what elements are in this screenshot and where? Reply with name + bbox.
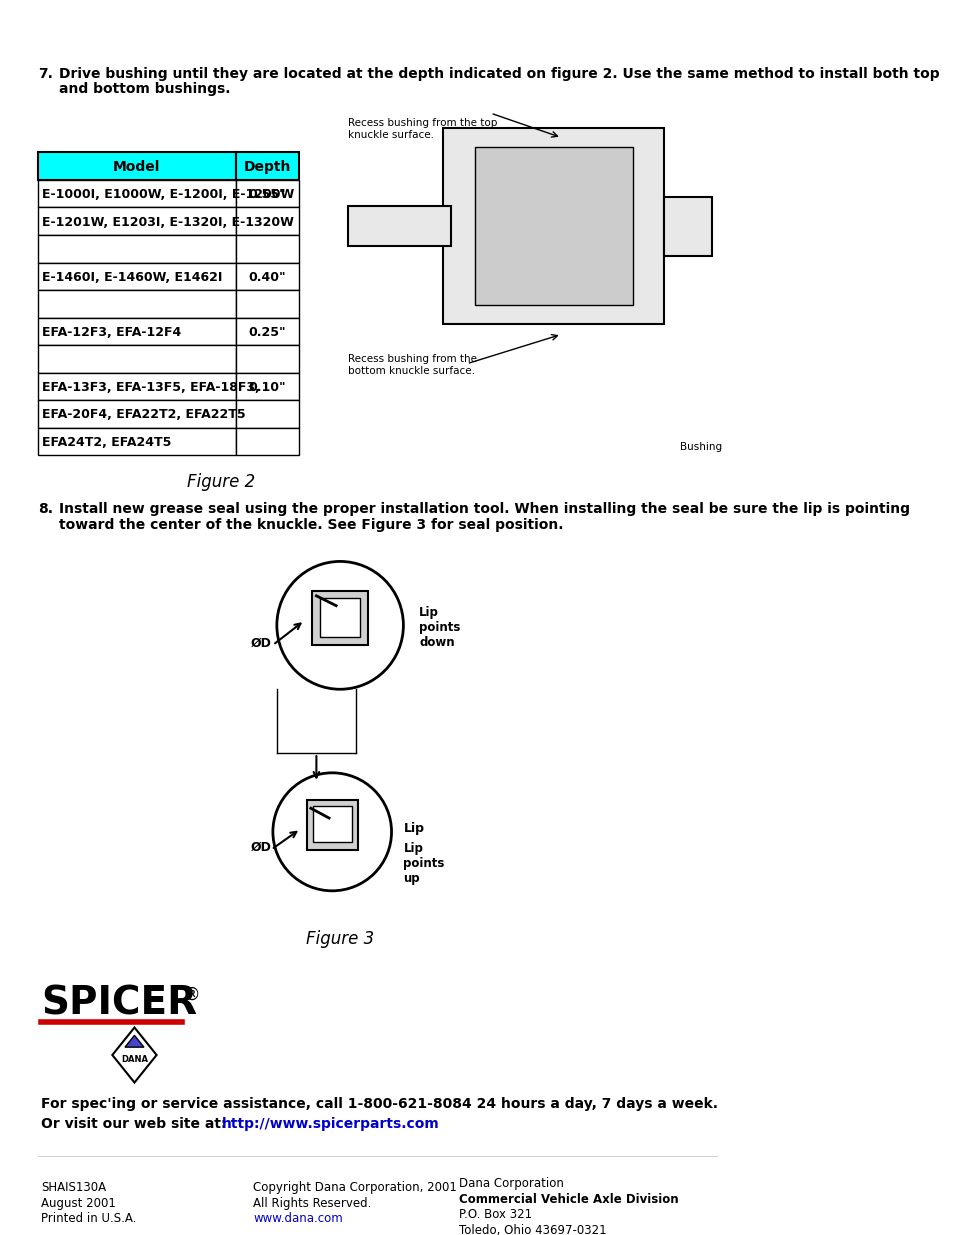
Text: Figure 2: Figure 2 <box>187 473 255 492</box>
Text: Install new grease seal using the proper installation tool. When installing the : Install new grease seal using the proper… <box>59 503 909 516</box>
Bar <box>235 400 298 427</box>
Bar <box>313 806 352 841</box>
Text: E-1201W, E1203I, E-1320I, E-1320W: E-1201W, E1203I, E-1320I, E-1320W <box>42 216 294 228</box>
Bar <box>235 207 298 235</box>
Text: DANA: DANA <box>121 1056 148 1065</box>
Text: All Rights Reserved.: All Rights Reserved. <box>253 1197 371 1209</box>
Text: EFA-13F3, EFA-13F5, EFA-18F3,: EFA-13F3, EFA-13F5, EFA-18F3, <box>42 380 259 394</box>
Bar <box>307 800 358 850</box>
Text: and bottom bushings.: and bottom bushings. <box>59 82 231 95</box>
Polygon shape <box>125 1035 144 1047</box>
Bar <box>320 598 359 637</box>
Bar <box>38 290 235 317</box>
Text: SHAIS130A: SHAIS130A <box>41 1181 106 1194</box>
Bar <box>38 345 235 373</box>
Bar <box>235 180 298 207</box>
Text: Bushing: Bushing <box>679 442 721 452</box>
Text: EFA-12F3, EFA-12F4: EFA-12F3, EFA-12F4 <box>42 326 181 338</box>
Bar <box>235 263 298 290</box>
Text: Lip
points
down: Lip points down <box>418 605 460 648</box>
Bar <box>442 127 663 325</box>
Bar <box>38 317 235 345</box>
Bar <box>235 345 298 373</box>
Text: Recess bushing from the top
knuckle surface.: Recess bushing from the top knuckle surf… <box>348 119 497 140</box>
Bar <box>313 590 368 645</box>
Text: Lip
points
up: Lip points up <box>403 841 444 884</box>
Text: ØD: ØD <box>251 841 272 855</box>
Text: Toledo, Ohio 43697-0321: Toledo, Ohio 43697-0321 <box>458 1224 606 1235</box>
Text: 0.25": 0.25" <box>249 326 286 338</box>
Text: Dana Corporation: Dana Corporation <box>458 1177 563 1191</box>
Text: Copyright Dana Corporation, 2001: Copyright Dana Corporation, 2001 <box>253 1181 456 1194</box>
Bar <box>474 147 632 305</box>
Bar <box>235 290 298 317</box>
Text: toward the center of the knuckle. See Figure 3 for seal position.: toward the center of the knuckle. See Fi… <box>59 519 563 532</box>
Text: http://www.spicerparts.com: http://www.spicerparts.com <box>221 1116 438 1131</box>
Text: August 2001: August 2001 <box>41 1197 116 1209</box>
Text: Drive bushing until they are located at the depth indicated on figure 2. Use the: Drive bushing until they are located at … <box>59 67 939 80</box>
Text: Depth: Depth <box>243 161 291 174</box>
Text: ®: ® <box>183 987 200 1004</box>
Bar <box>38 373 235 400</box>
Text: P.O. Box 321: P.O. Box 321 <box>458 1208 532 1221</box>
Bar <box>235 317 298 345</box>
Polygon shape <box>112 1028 156 1083</box>
Bar <box>348 206 451 246</box>
Text: 0.55": 0.55" <box>249 188 286 201</box>
Text: 8.: 8. <box>38 503 53 516</box>
Text: SPICER: SPICER <box>41 984 197 1023</box>
Text: 0.40": 0.40" <box>249 270 286 284</box>
Bar <box>38 400 235 427</box>
Text: Printed in U.S.A.: Printed in U.S.A. <box>41 1213 136 1225</box>
Text: EFA-20F4, EFA22T2, EFA22T5: EFA-20F4, EFA22T2, EFA22T5 <box>42 409 245 421</box>
Text: Recess bushing from the
bottom knuckle surface.: Recess bushing from the bottom knuckle s… <box>348 354 476 375</box>
Bar <box>235 373 298 400</box>
Text: E-1000I, E1000W, E-1200I, E-1200W: E-1000I, E1000W, E-1200I, E-1200W <box>42 188 294 201</box>
Text: Model: Model <box>113 161 160 174</box>
Bar <box>235 152 298 180</box>
Ellipse shape <box>273 773 391 890</box>
Text: For spec'ing or service assistance, call 1-800-621-8084 24 hours a day, 7 days a: For spec'ing or service assistance, call… <box>41 1097 718 1112</box>
Text: ØD: ØD <box>251 636 272 650</box>
Bar <box>38 427 235 456</box>
Bar <box>235 235 298 263</box>
Text: www.dana.com: www.dana.com <box>253 1213 342 1225</box>
Bar <box>38 235 235 263</box>
Text: Commercial Vehicle Axle Division: Commercial Vehicle Axle Division <box>458 1193 678 1205</box>
Text: Lip: Lip <box>403 823 424 835</box>
Text: Figure 3: Figure 3 <box>306 930 374 948</box>
Ellipse shape <box>276 562 403 689</box>
Bar <box>38 207 235 235</box>
Text: Or visit our web site at:: Or visit our web site at: <box>41 1116 232 1131</box>
Bar <box>38 263 235 290</box>
Bar <box>38 152 235 180</box>
Text: E-1460I, E-1460W, E1462I: E-1460I, E-1460W, E1462I <box>42 270 222 284</box>
Bar <box>38 180 235 207</box>
Text: 7.: 7. <box>38 67 52 80</box>
Text: 0.10": 0.10" <box>249 380 286 394</box>
Bar <box>663 196 711 256</box>
Bar <box>235 427 298 456</box>
Text: EFA24T2, EFA24T5: EFA24T2, EFA24T5 <box>42 436 172 450</box>
